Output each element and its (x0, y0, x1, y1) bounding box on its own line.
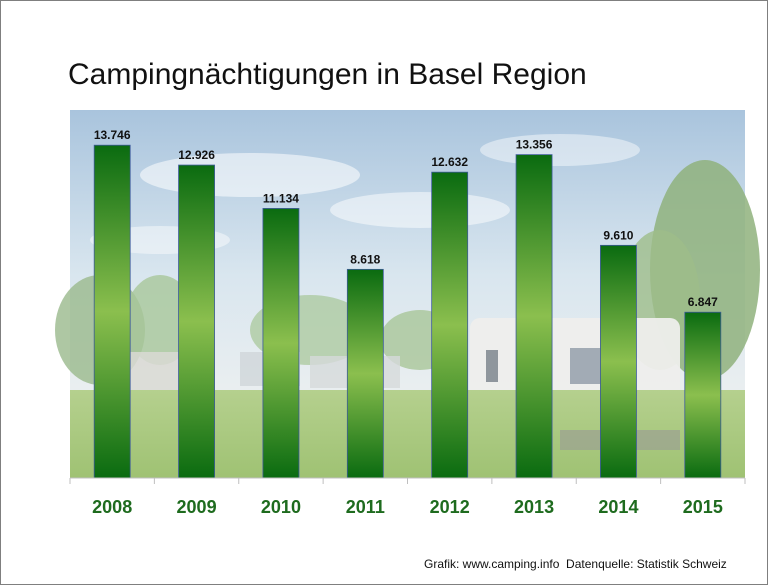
value-label-2011: 8.618 (350, 252, 380, 266)
bar-2010 (262, 208, 300, 479)
background-photo (55, 110, 760, 478)
category-label-2009: 2009 (177, 497, 217, 517)
bar-2008 (93, 144, 131, 479)
x-axis-ticks (69, 478, 746, 484)
category-label-2015: 2015 (683, 497, 723, 517)
bars-layer (93, 144, 722, 479)
value-label-2009: 12.926 (178, 148, 215, 162)
value-labels-layer: 13.746 12.926 11.134 8.618 12.632 13.356 9.610… (94, 128, 718, 309)
value-label-2015: 6.847 (688, 295, 718, 309)
value-label-2012: 12.632 (431, 155, 468, 169)
category-label-2014: 2014 (598, 497, 638, 517)
value-label-2014: 9.610 (603, 228, 633, 242)
bar-2013 (515, 154, 553, 479)
footer-source: Grafik: www.camping.info Datenquelle: St… (424, 557, 727, 571)
chart-title: Campingnächtigungen in Basel Region (68, 58, 587, 91)
x-axis-labels: 2008 2009 2010 2011 2012 2013 2014 2015 (92, 497, 723, 517)
category-label-2011: 2011 (346, 497, 385, 517)
bar-2009 (178, 164, 215, 479)
category-label-2013: 2013 (514, 497, 554, 517)
category-label-2010: 2010 (261, 497, 301, 517)
bar-2011 (346, 268, 384, 479)
value-label-2010: 11.134 (263, 191, 299, 205)
category-label-2012: 2012 (430, 497, 470, 517)
bar-2015 (684, 311, 722, 479)
bar-2014 (600, 244, 637, 479)
value-label-2008: 13.746 (94, 128, 131, 142)
bar-2012 (431, 171, 469, 479)
category-label-2008: 2008 (92, 497, 132, 517)
value-label-2013: 13.356 (516, 138, 553, 152)
